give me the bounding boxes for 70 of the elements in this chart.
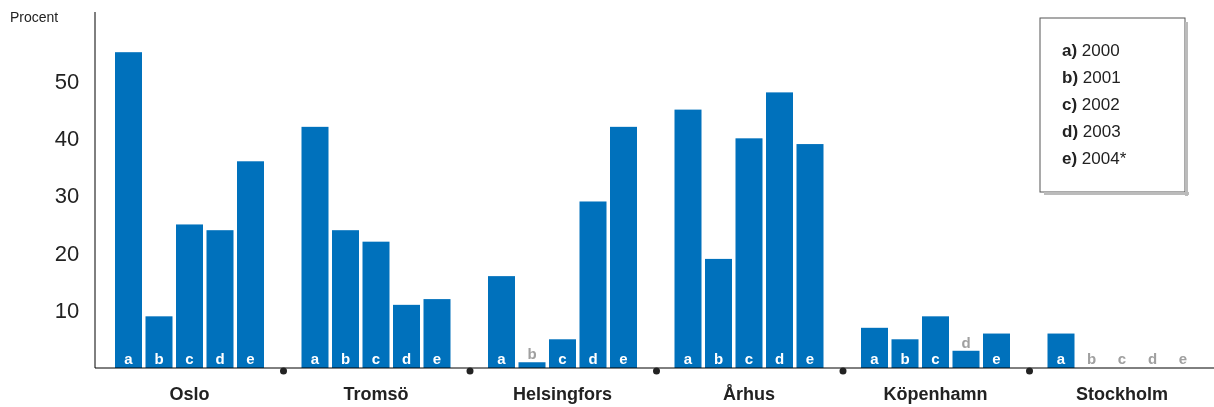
x-tick-label: Oslo	[169, 384, 210, 404]
series-label: e	[246, 350, 255, 367]
y-tick-label: 20	[54, 240, 80, 266]
series-label: d	[961, 333, 971, 351]
bar	[796, 144, 824, 368]
text: a	[683, 350, 693, 367]
annotation: c) 2002	[1062, 95, 1120, 114]
bar	[735, 138, 763, 368]
text: b	[1086, 350, 1097, 367]
bar	[362, 241, 390, 368]
annotation: a) 2000	[1062, 41, 1120, 60]
bar	[301, 126, 329, 368]
bar	[579, 201, 607, 368]
text: a	[310, 350, 320, 367]
bar	[488, 276, 515, 368]
x-tick-label: Århus	[722, 384, 776, 404]
bar	[145, 316, 173, 368]
text: e	[619, 350, 628, 367]
x-tick-label: Helsingfors	[512, 384, 613, 404]
text: c	[931, 350, 940, 367]
bar	[115, 52, 142, 368]
text: e	[805, 350, 815, 367]
bar	[610, 126, 637, 368]
x-tick-label: Köpenhamn	[883, 384, 988, 404]
text: c	[371, 350, 381, 367]
bar	[549, 339, 576, 368]
text: d	[588, 350, 598, 367]
y-tick-label: 50	[54, 68, 80, 94]
text: a	[1056, 350, 1066, 367]
x-tick-label: Stockholm	[1075, 384, 1169, 404]
text: d	[401, 350, 412, 367]
annotation: e) 2004*	[1062, 149, 1127, 168]
bar	[861, 327, 888, 368]
bar	[705, 258, 732, 368]
bar	[952, 350, 980, 368]
text: e	[992, 350, 1001, 367]
text: a	[497, 350, 506, 367]
bar	[176, 224, 203, 368]
text: a	[870, 350, 879, 367]
text: d	[215, 350, 225, 367]
y-axis-title: Procent	[10, 9, 59, 25]
text: d	[1147, 350, 1158, 367]
text: e	[432, 350, 442, 367]
annotation: d) 2003	[1062, 122, 1121, 141]
text: b	[713, 350, 724, 367]
series-label: b	[527, 345, 537, 363]
y-tick-label: 40	[54, 126, 80, 152]
bar	[983, 333, 1010, 368]
text: c	[1117, 350, 1127, 367]
series-label: a	[124, 350, 134, 367]
text: b	[340, 350, 351, 367]
bar	[332, 230, 359, 368]
series-label: c	[185, 350, 194, 367]
y-tick-label: 30	[54, 183, 80, 209]
text: b	[154, 350, 164, 367]
bar	[922, 316, 949, 368]
bar	[423, 299, 451, 368]
bar	[237, 161, 264, 368]
bar	[766, 92, 793, 368]
text: c	[744, 350, 754, 367]
text: e	[1178, 350, 1188, 367]
text: d	[774, 350, 785, 367]
text: b	[900, 350, 910, 367]
x-tick-label: Tromsö	[343, 384, 409, 404]
bar	[674, 109, 702, 368]
bar	[393, 304, 420, 368]
y-tick-label: 10	[54, 298, 80, 324]
text: c	[558, 350, 567, 367]
bar	[206, 230, 234, 368]
annotation: b) 2001	[1062, 68, 1121, 87]
